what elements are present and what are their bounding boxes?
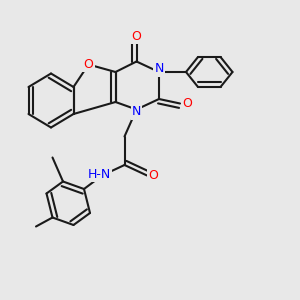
Text: O: O bbox=[132, 29, 141, 43]
Text: N: N bbox=[132, 105, 141, 119]
Text: H-N: H-N bbox=[87, 167, 111, 181]
Text: O: O bbox=[84, 58, 93, 71]
Text: O: O bbox=[183, 97, 192, 110]
Text: O: O bbox=[149, 169, 158, 182]
Text: N: N bbox=[154, 62, 164, 76]
